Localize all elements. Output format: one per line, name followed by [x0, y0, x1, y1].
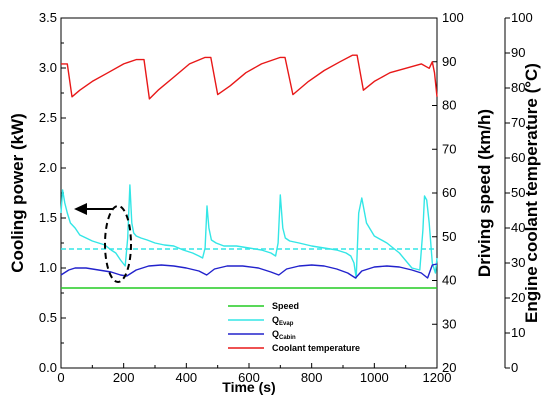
left-tick-label: 2.5	[39, 110, 57, 125]
inner-right-tick-label: 30	[442, 316, 456, 331]
legend-label-text: Q	[272, 315, 279, 325]
x-tick-label: 400	[175, 370, 197, 385]
inner-right-tick-label: 100	[442, 10, 464, 25]
y-axis-title-inner-right: Driving speed (km/h)	[475, 109, 494, 277]
x-axis-title: Time (s)	[222, 379, 275, 395]
inner-right-tick-label: 20	[442, 360, 456, 375]
series-q-cabin-line	[60, 263, 438, 279]
inner-right-tick-label: 50	[442, 229, 456, 244]
outer-right-tick-label: 0	[511, 360, 518, 375]
outer-right-tick-label: 30	[511, 255, 525, 270]
inner-right-tick-label: 90	[442, 54, 456, 69]
series-layer	[60, 54, 438, 289]
x-tick-label: 1000	[360, 370, 389, 385]
outer-right-tick-label: 10	[511, 325, 525, 340]
left-tick-label: 0.5	[39, 310, 57, 325]
annotation-ellipse	[104, 205, 132, 283]
series-q-evap-line	[60, 184, 438, 279]
legend-label: Coolant temperature	[272, 343, 360, 353]
legend-label-text: Q	[272, 329, 279, 339]
y-axis-title-outer-right: Engine coolant temperature (°C)	[522, 63, 541, 323]
outer-right-tick-label: 100	[511, 10, 533, 25]
inner-right-tick-label: 40	[442, 273, 456, 288]
left-tick-label: 1.5	[39, 210, 57, 225]
inner-right-tick-label: 60	[442, 185, 456, 200]
outer-right-tick-label: 60	[511, 150, 525, 165]
x-tick-label: 1200	[423, 370, 452, 385]
outer-right-tick-label: 90	[511, 45, 525, 60]
legend-label-text: Speed	[272, 301, 299, 311]
x-axis: 0 200 400 600 800 1000 1200	[57, 363, 451, 385]
outer-right-tick-label: 80	[511, 80, 525, 95]
left-axis: 0.0 0.5 1.0 1.5 2.0 2.5 3.0 3.5	[39, 10, 66, 375]
legend-label-subscript: Evap	[279, 321, 294, 327]
x-tick-label: 0	[57, 370, 64, 385]
left-tick-label: 3.5	[39, 10, 57, 25]
left-tick-label: 1.0	[39, 260, 57, 275]
x-tick-label: 800	[301, 370, 323, 385]
y-axis-title-left: Cooling power (kW)	[8, 113, 27, 273]
legend-label: QCabin	[272, 329, 296, 341]
series-coolant-temperature-line	[61, 54, 438, 100]
left-tick-label: 2.0	[39, 160, 57, 175]
outer-right-tick-label: 70	[511, 115, 525, 130]
legend-label: Speed	[272, 301, 299, 311]
outer-right-tick-label: 50	[511, 185, 525, 200]
x-tick-label: 200	[113, 370, 135, 385]
left-tick-label: 0.0	[39, 360, 57, 375]
outer-right-axis: 0 10 20 30 40 50 60 70 80 90 100	[504, 10, 533, 375]
legend-label: QEvap	[272, 315, 294, 327]
legend-label-text: Coolant temperature	[272, 343, 360, 353]
left-tick-label: 3.0	[39, 60, 57, 75]
outer-right-tick-label: 40	[511, 220, 525, 235]
inner-right-tick-label: 80	[442, 98, 456, 113]
outer-right-tick-label: 20	[511, 290, 525, 305]
legend-label-subscript: Cabin	[279, 335, 296, 341]
annotation-arrowhead	[74, 203, 87, 215]
inner-right-axis: 20 30 40 50 60 70 80 90 100	[432, 10, 464, 375]
inner-right-tick-label: 70	[442, 141, 456, 156]
annotation	[74, 203, 132, 283]
x-tick-label: 600	[238, 370, 260, 385]
